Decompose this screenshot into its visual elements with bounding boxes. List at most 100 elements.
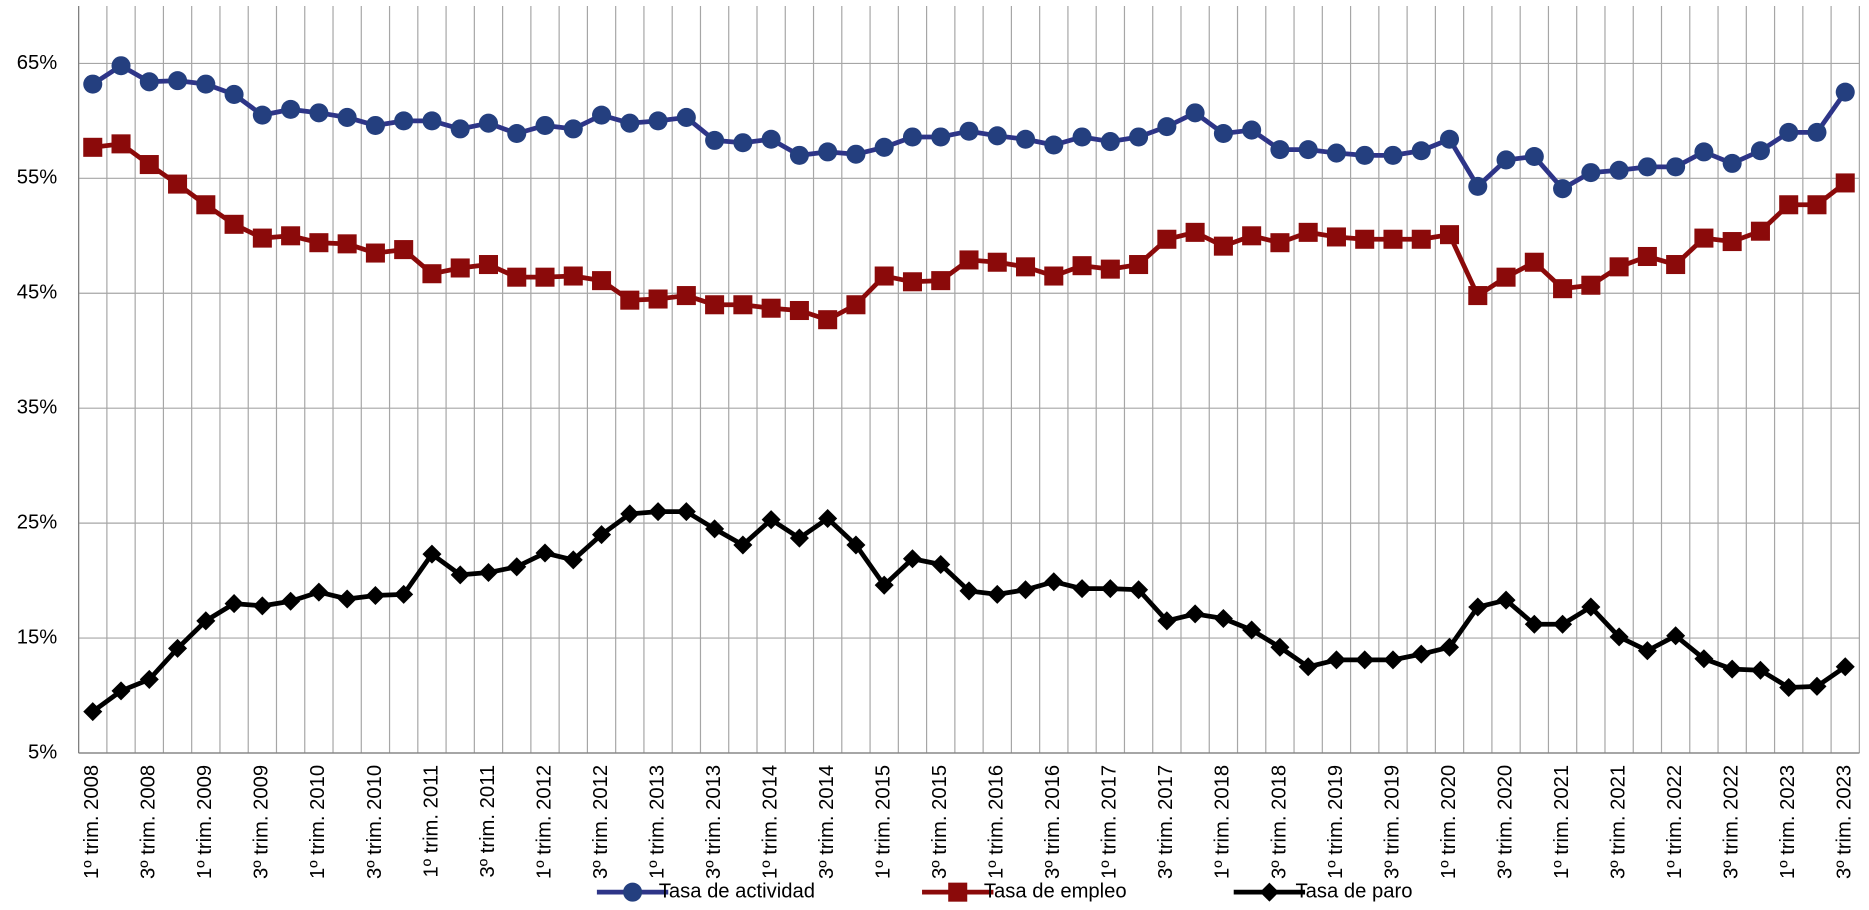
x-tick-label: 3º trim. 2008 [138, 765, 160, 879]
point [535, 543, 555, 563]
x-tick-label: 3º trim. 2011 [477, 765, 499, 878]
point [1355, 145, 1375, 165]
x-tick-label: 1º trim. 2008 [81, 765, 103, 879]
point [1553, 279, 1573, 299]
x-tick-label: 1º trim. 2009 [194, 765, 216, 879]
legend-marker [1259, 882, 1279, 902]
y-tick-label: 25% [17, 511, 57, 533]
point [1129, 255, 1149, 275]
point [931, 127, 951, 147]
point [592, 105, 612, 125]
x-tick-label: 3º trim. 2014 [816, 765, 838, 879]
point [676, 107, 696, 127]
point [1242, 226, 1262, 246]
point [83, 74, 103, 94]
point [111, 134, 131, 154]
point [1609, 257, 1629, 277]
point [1157, 117, 1177, 137]
x-tick-label: 1º trim. 2015 [873, 765, 895, 879]
x-tick-label: 1º trim. 2020 [1438, 765, 1460, 879]
point [1044, 135, 1064, 155]
point [1326, 650, 1346, 670]
point [1468, 597, 1488, 617]
x-tick-label: 1º trim. 2013 [646, 765, 668, 879]
point [1439, 637, 1460, 657]
point [1044, 266, 1064, 286]
point [1779, 195, 1799, 215]
point [563, 266, 583, 286]
point [1779, 677, 1799, 697]
point [1807, 195, 1827, 215]
point [111, 681, 131, 701]
point [902, 127, 922, 147]
point [987, 252, 1007, 272]
point [1185, 222, 1205, 242]
point [252, 228, 272, 248]
x-tick-label: 3º trim. 2010 [364, 765, 386, 879]
legend: Tasa de actividad Tasa de empleo Tasa de p… [596, 881, 1412, 903]
point [365, 115, 385, 135]
point [1468, 176, 1488, 196]
x-tick-label: 1º trim. 2010 [307, 765, 329, 879]
point [761, 129, 781, 149]
point [337, 589, 357, 609]
point [168, 71, 188, 91]
point [1213, 124, 1233, 144]
legend-item: Tasa de paro [1233, 881, 1412, 903]
point [337, 107, 357, 127]
point [1072, 127, 1092, 147]
point [1694, 228, 1714, 248]
point [1666, 157, 1686, 177]
point [1100, 259, 1120, 279]
point [1524, 146, 1544, 167]
x-tick-label: 3º trim. 2012 [590, 765, 612, 879]
point [705, 295, 725, 315]
x-tick-label: 3º trim. 2017 [1155, 765, 1177, 879]
point [1411, 229, 1431, 249]
point [1326, 227, 1346, 247]
point [733, 295, 753, 315]
point [1722, 232, 1742, 252]
point [507, 557, 527, 577]
point [874, 266, 894, 286]
point [1185, 103, 1205, 123]
legend-label: Tasa de empleo [984, 881, 1127, 903]
point [1666, 255, 1686, 275]
point [1270, 140, 1290, 160]
point [309, 233, 329, 253]
point [1496, 150, 1516, 170]
legend-label: Tasa de actividad [659, 881, 815, 903]
point [676, 502, 696, 522]
point [818, 310, 838, 330]
y-tick-label: 15% [17, 626, 57, 648]
point [1439, 129, 1460, 149]
point [83, 702, 103, 722]
x-tick-label: 3º trim. 2021 [1607, 765, 1629, 879]
series-line [91, 509, 1847, 714]
point [1100, 579, 1120, 599]
x-tick-label: 3º trim. 2018 [1268, 765, 1290, 879]
point [931, 554, 951, 575]
point [789, 528, 809, 548]
legend-item: Tasa de empleo [922, 881, 1127, 903]
point [422, 264, 442, 284]
point [196, 195, 216, 215]
point [1637, 157, 1657, 177]
point [1496, 590, 1516, 610]
point [1355, 650, 1375, 670]
point [1213, 608, 1233, 629]
point [281, 591, 301, 611]
point [1694, 649, 1714, 669]
point [309, 103, 329, 123]
x-tick-label: 3º trim. 2019 [1381, 765, 1403, 879]
point [1722, 659, 1742, 679]
point [1411, 644, 1431, 664]
point [874, 137, 894, 157]
point [281, 99, 301, 119]
point [394, 584, 414, 604]
point [1609, 627, 1629, 647]
point [959, 581, 979, 601]
point [478, 113, 498, 133]
legend-marker [948, 882, 968, 902]
point [337, 234, 357, 254]
